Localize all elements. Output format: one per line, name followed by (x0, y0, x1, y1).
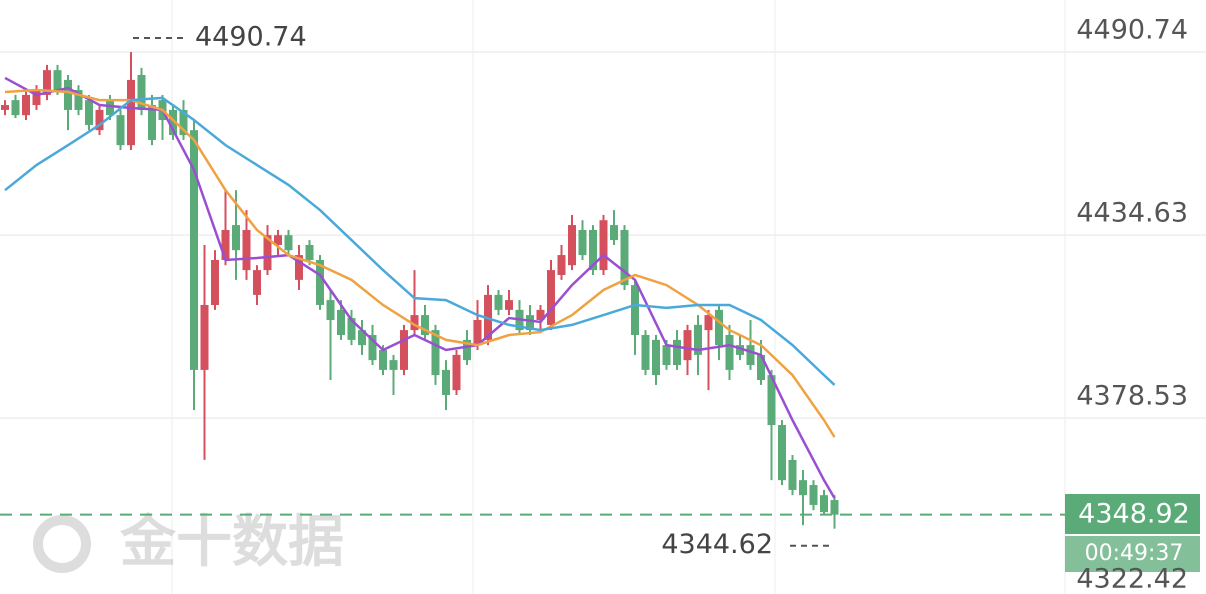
candle-body (463, 339, 471, 361)
candle-body (505, 300, 513, 310)
candle-body (11, 100, 20, 116)
y-tick-label: 4434.63 (1076, 198, 1188, 229)
candle-body (337, 309, 345, 336)
y-tick-label: 4322.42 (1076, 564, 1188, 594)
min-label: 4344.62 (661, 529, 773, 560)
candle-body (778, 425, 786, 481)
candle-body (799, 480, 807, 496)
candle-body (662, 345, 671, 366)
candle-body (53, 70, 62, 91)
grid (171, 0, 1066, 594)
candle-body (137, 75, 146, 110)
candle-body (757, 354, 765, 381)
candle-body (148, 105, 156, 140)
countdown-box (1065, 536, 1200, 572)
candle-body (22, 94, 30, 116)
candle-body (599, 220, 608, 271)
candle-body (631, 285, 639, 336)
watermark-logo (33, 515, 91, 573)
ma-line (4, 76, 836, 499)
candle-body (767, 375, 776, 426)
candle-body (746, 345, 755, 366)
candle-body (358, 330, 366, 346)
candle-body (683, 330, 692, 361)
candle-body (253, 270, 261, 295)
candle-body (1, 105, 9, 110)
candle-body (347, 318, 356, 340)
candle-body (379, 350, 387, 370)
candle-body (169, 109, 177, 136)
candle-body (106, 100, 114, 116)
candle-body (64, 79, 72, 110)
candle-body (610, 225, 618, 241)
candle-body (295, 255, 303, 280)
candle-body (274, 235, 282, 245)
candle-body (715, 309, 723, 346)
candle-body (536, 309, 545, 320)
ma-line (4, 96, 836, 386)
candle-body (421, 315, 429, 336)
candle-body (389, 360, 398, 370)
candle-body (116, 115, 125, 146)
candle-body (211, 259, 219, 305)
y-tick-label: 4490.74 (1076, 15, 1188, 46)
candle-body (578, 229, 587, 256)
candle-body (316, 259, 324, 305)
candle-body (32, 90, 41, 106)
candle-body (704, 315, 713, 331)
candle-body (652, 339, 660, 376)
candle-body (368, 335, 377, 361)
candle-body (620, 229, 629, 286)
candle-body (442, 369, 450, 396)
candle-body (809, 485, 818, 505)
price-box (1065, 494, 1200, 534)
candle-body (547, 270, 555, 325)
candle-body (400, 330, 408, 370)
candle-body (232, 225, 240, 251)
candle-body (221, 229, 230, 260)
candle-body (473, 319, 482, 346)
candle-body (736, 345, 744, 355)
y-tick-label: 4378.53 (1076, 381, 1188, 412)
candle-body (85, 100, 93, 125)
candle-body (431, 330, 440, 376)
candle-body (179, 109, 188, 136)
ma-line (4, 88, 836, 438)
candle-body (284, 235, 293, 251)
candle-body (788, 459, 797, 490)
candle-body (305, 244, 314, 260)
candle-body (526, 315, 534, 331)
candle-body (557, 255, 566, 275)
last-price: 4348.92 (1078, 499, 1190, 530)
candle-body (820, 495, 828, 513)
plot: 4490.74 4344.62 (0, 22, 1206, 560)
candle-body (263, 235, 272, 271)
candle-body (673, 339, 681, 366)
candle-body (641, 335, 650, 370)
candle-body (568, 225, 576, 266)
candle-body (95, 109, 104, 131)
countdown: 00:49:37 (1085, 541, 1184, 566)
candle-body (74, 90, 83, 110)
candle-body (452, 354, 461, 391)
candle-body (242, 229, 251, 271)
candle-body (200, 304, 209, 370)
candle-body (127, 79, 135, 146)
candle-body (830, 500, 839, 515)
candle-body (326, 300, 335, 320)
watermark-text: 金十数据 (119, 510, 344, 575)
candle-body (725, 335, 734, 370)
candle-body (694, 324, 702, 355)
watermark: 金十数据 (33, 510, 344, 575)
candle-body (589, 229, 597, 271)
candle-body (43, 70, 51, 95)
candle-body (494, 294, 503, 310)
candle-body (190, 130, 198, 370)
max-label: 4490.74 (195, 22, 307, 53)
candle-body (410, 315, 419, 331)
